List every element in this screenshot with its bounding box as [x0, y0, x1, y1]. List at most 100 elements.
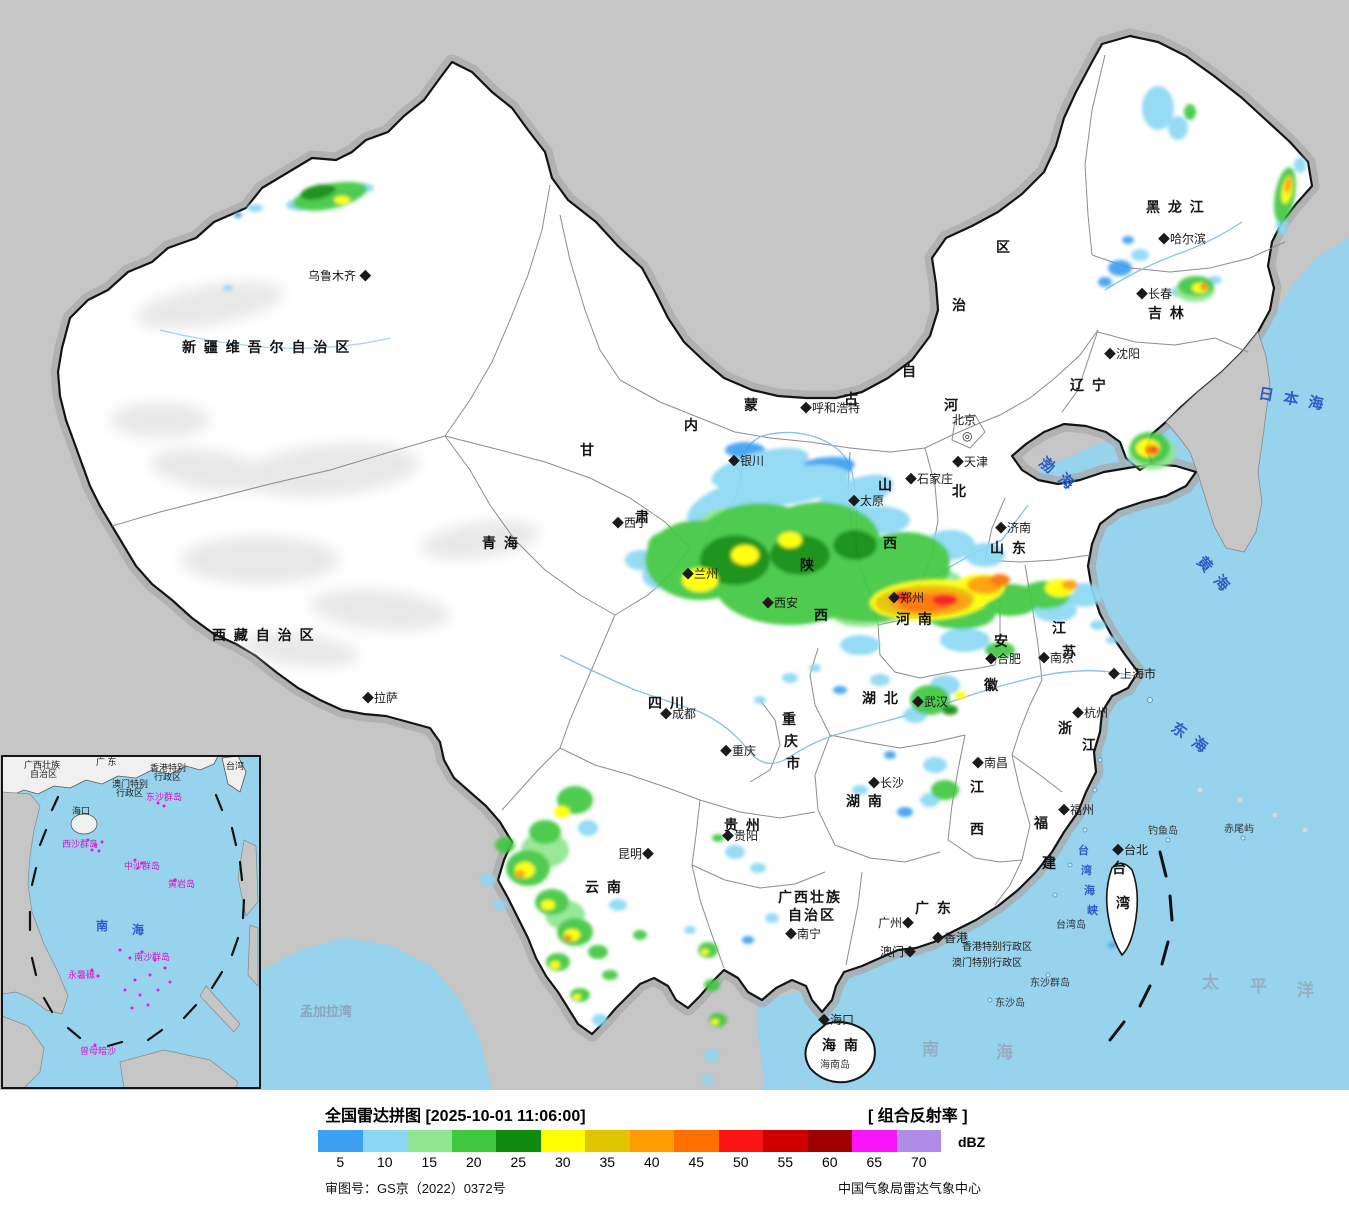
scale-swatch [807, 1130, 852, 1152]
scale-value: 35 [599, 1154, 616, 1170]
maritime-dash-line [1108, 850, 1174, 1042]
city-label: ◆石家庄 [905, 471, 953, 486]
product-label: [ 组合反射率 ] [868, 1108, 968, 1125]
radar-echo [1284, 177, 1292, 193]
radar-echo [541, 900, 555, 910]
province-label: 江 [1082, 737, 1098, 753]
radar-echo [1081, 847, 1089, 853]
city-label: ◆哈尔滨 [1158, 231, 1206, 246]
scale-value: 25 [510, 1154, 527, 1170]
city-label: 澳门◆ [880, 944, 916, 959]
province-label: 安 [994, 633, 1010, 649]
province-label: 青 海 [482, 535, 520, 551]
inset-label: 自治区 [30, 768, 57, 779]
city-label: ◆南京 [1038, 650, 1074, 665]
radar-echo [782, 673, 798, 683]
sea-label: 峡 [1087, 903, 1099, 917]
radar-echo [731, 545, 759, 565]
city-label: ◆西宁 [612, 515, 648, 530]
taiwan-island [1105, 862, 1139, 957]
inset-label: 东沙群岛 [146, 791, 182, 802]
radar-echo [1200, 284, 1208, 290]
radar-echo [592, 1014, 608, 1026]
radar-echo [765, 913, 779, 923]
agency-credit: 中国气象局雷达气象中心 [838, 1181, 982, 1196]
city-label: ◆福州 [1058, 802, 1094, 817]
province-labels: 新 疆 维 吾 尔 自 治 区西 藏 自 治 区 青 海 甘肃四 川云 南 贵 州广西… [182, 199, 1206, 1053]
inset-label: 南沙群岛 [134, 951, 170, 962]
province-label: 云 南 [585, 879, 623, 895]
scale-value: 10 [376, 1154, 393, 1170]
radar-echo [300, 184, 336, 200]
province-label: 台 [1112, 860, 1128, 876]
province-label: 甘 [580, 442, 596, 458]
scale-value: 40 [643, 1154, 660, 1170]
radar-echo [990, 574, 1010, 586]
inset-label: 黄岩岛 [168, 878, 195, 889]
radar-echo [554, 806, 570, 818]
yangtze-river [559, 654, 1137, 765]
radar-echo [1090, 620, 1106, 630]
radar-echo [573, 994, 581, 1000]
radar-echo [702, 1075, 714, 1085]
radar-echo [247, 204, 263, 212]
city-label: ◆呼和浩特 [800, 400, 860, 415]
radar-echo [698, 942, 718, 958]
province-label: 黑 龙 江 [1146, 199, 1206, 215]
radar-echo [778, 532, 802, 548]
radar-echo [750, 863, 766, 873]
sea-label: 南 [922, 1039, 941, 1059]
inset-hainan [70, 813, 98, 835]
city-label: ◆银川 [728, 454, 764, 468]
inset-nine-dash-line [28, 793, 246, 1048]
city-label: ◆沈阳 [1104, 346, 1140, 361]
radar-echo [712, 834, 724, 842]
unit-label: dBZ [958, 1134, 986, 1150]
province-label: 湖 南 [846, 793, 884, 809]
inset-label: 中沙群岛 [124, 860, 160, 871]
inset-label: 香港特别 [150, 762, 186, 773]
province-label: 四 川 [648, 695, 686, 711]
map-approval-number: 审图号：GS京（2022）0372号 [325, 1181, 506, 1196]
city-label: 澳门特别行政区 [952, 956, 1022, 969]
city-label: ◎ [962, 429, 972, 443]
radar-echo [701, 949, 709, 955]
inset-label: 南 [96, 918, 112, 933]
radar-echo [897, 807, 913, 817]
radar-echo [840, 635, 880, 655]
radar-echo [223, 285, 233, 291]
coastal-islets [987, 697, 1246, 1003]
radar-echo [931, 780, 959, 800]
province-label: 内 [684, 417, 700, 433]
inset-label: 澳门特别 [112, 778, 148, 789]
radar-echo [682, 568, 718, 592]
radar-echo [334, 196, 350, 204]
radar-echo [985, 642, 1015, 658]
radar-echo [1067, 583, 1103, 607]
radar-echo [684, 926, 696, 934]
radar-echo [870, 674, 890, 686]
city-label: ◆武汉 [912, 695, 948, 709]
scale-value: 60 [821, 1154, 838, 1170]
inset-label: 广 东 [96, 756, 117, 767]
city-label: 昆明◆ [618, 847, 654, 861]
map-title: 全国雷达拼图 [2025-10-01 11:06:00] [325, 1108, 586, 1125]
city-label: ◆香港 [932, 931, 968, 945]
city-label: 东沙岛 [995, 996, 1025, 1009]
radar-echo [809, 664, 821, 672]
city-label: ◆济南 [995, 520, 1031, 535]
province-label: 福 [1033, 815, 1050, 831]
city-label: 香港特别行政区 [962, 940, 1032, 953]
city-label: ◆太原 [848, 493, 884, 508]
scale-swatch [318, 1130, 363, 1152]
city-label: 广州◆ [878, 916, 914, 930]
legend-panel: 全国雷达拼图 [2025-10-01 11:06:00] [ 组合反射率 ] 5… [0, 1090, 1349, 1208]
radar-echo [742, 936, 754, 944]
radar-echo [1184, 104, 1196, 120]
city-label: 东沙群岛 [1030, 976, 1070, 989]
inset-label: 西沙群岛 [62, 838, 98, 849]
sea-label: 孟加拉湾 [300, 1004, 352, 1019]
scale-swatch [585, 1130, 630, 1152]
scale-value: 50 [732, 1154, 749, 1170]
inset-label: 台湾 [226, 760, 244, 771]
